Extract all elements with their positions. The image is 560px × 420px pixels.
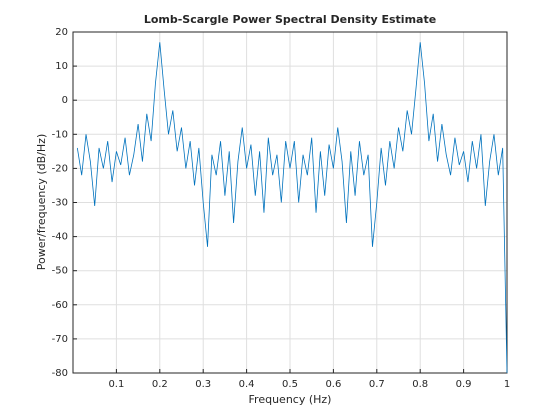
y-axis-label: Power/frequency (dB/Hz) xyxy=(35,134,48,271)
x-tick-label: 1 xyxy=(504,379,510,390)
x-axis-label: Frequency (Hz) xyxy=(249,393,332,406)
x-tick-label: 0.4 xyxy=(239,379,255,390)
y-tick-label: -30 xyxy=(52,198,68,209)
x-tick-label: 0.8 xyxy=(412,379,428,390)
chart-title: Lomb-Scargle Power Spectral Density Esti… xyxy=(144,13,436,26)
y-tick-label: -50 xyxy=(52,266,68,277)
y-tick-label: 0 xyxy=(62,95,68,106)
x-tick-label: 0.6 xyxy=(325,379,341,390)
y-tick-label: -60 xyxy=(52,300,68,311)
x-tick-label: 0.1 xyxy=(108,379,124,390)
y-tick-label: 20 xyxy=(55,27,68,38)
y-tick-label: -70 xyxy=(52,334,68,345)
series-line xyxy=(76,42,508,374)
x-tick-label: 0.9 xyxy=(456,379,472,390)
y-tick-label: -20 xyxy=(52,163,68,174)
y-tick-label: -10 xyxy=(52,129,68,140)
x-tick-label: 0.2 xyxy=(152,379,168,390)
plot-frame xyxy=(72,31,508,374)
x-tick-label: 0.5 xyxy=(282,379,298,390)
x-tick-label: 0.7 xyxy=(369,379,385,390)
y-tick-label: -80 xyxy=(52,368,68,379)
y-tick-label: -40 xyxy=(52,232,68,243)
y-tick-label: 10 xyxy=(55,61,68,72)
x-tick-label: 0.3 xyxy=(195,379,211,390)
